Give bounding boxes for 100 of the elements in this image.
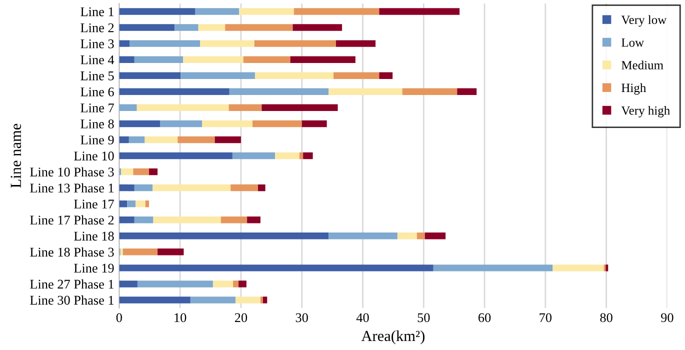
bar [178, 136, 215, 144]
bar [119, 8, 196, 15]
x-tick-label: 60 [478, 313, 491, 322]
bar [134, 56, 184, 63]
bar [239, 8, 294, 15]
bar [275, 152, 300, 160]
bar [233, 280, 239, 288]
y-tick-label: Line 2 [80, 23, 114, 32]
y-tick-label: Line 18 Phase 3 [30, 247, 114, 257]
bar [119, 152, 232, 160]
legend-label: Medium [622, 60, 664, 70]
y-tick-label: Line 10 Phase 3 [30, 167, 114, 176]
bar [134, 184, 153, 192]
bar [235, 296, 260, 304]
bar [212, 280, 234, 288]
bar [144, 136, 178, 144]
y-tick-label: Line 5 [80, 71, 114, 80]
bar [158, 248, 184, 256]
bar [336, 40, 376, 47]
bar [119, 232, 329, 240]
bar [262, 104, 338, 112]
bar [254, 72, 334, 79]
y-tick-label: Line 7 [80, 104, 114, 112]
bar [262, 296, 268, 304]
bar [379, 8, 460, 15]
bar [290, 56, 356, 63]
bar [198, 24, 226, 31]
bar [120, 248, 123, 256]
bar [202, 120, 253, 128]
bar [119, 104, 137, 112]
bar [119, 120, 160, 128]
y-tick-label: Line 10 [74, 152, 114, 160]
bar [229, 88, 329, 96]
y-tick-label: Line 18 [74, 232, 114, 241]
x-tick-label: 20 [234, 313, 248, 322]
bar [160, 120, 202, 128]
y-tick-label: Line 30 Phase 1 [30, 295, 114, 305]
legend-label: High [622, 83, 646, 95]
bar [136, 104, 229, 112]
bar [606, 264, 608, 272]
y-tick-label: Line 19 [74, 264, 114, 273]
bar [119, 184, 134, 192]
bar [457, 88, 477, 96]
bar [119, 24, 175, 31]
bar [119, 56, 134, 63]
bar [416, 232, 425, 240]
y-tick-label: Line 17 Phase 2 [30, 215, 114, 225]
bar [136, 200, 146, 208]
bar [225, 24, 293, 31]
y-tick-label: Line 9 [80, 136, 114, 144]
x-tick-label: 70 [540, 313, 552, 322]
y-axis-title: Line name [10, 124, 22, 188]
bar [152, 184, 231, 192]
x-tick-label: 0 [116, 313, 122, 322]
y-tick-label: Line 1 [80, 7, 114, 16]
bar [302, 120, 327, 128]
bar [119, 40, 130, 47]
bar [252, 120, 302, 128]
bar [214, 136, 241, 144]
bar [128, 136, 145, 144]
bar [334, 72, 380, 79]
bar [292, 24, 342, 31]
bar [130, 40, 200, 47]
bar [127, 200, 136, 208]
y-tick-label: Line 27 Phase 1 [30, 279, 114, 289]
bar [119, 216, 134, 224]
y-tick-label: Line 3 [80, 39, 114, 48]
bar [149, 168, 158, 176]
x-tick-label: 80 [600, 313, 612, 322]
bar [119, 296, 190, 304]
bar [232, 152, 276, 160]
y-tick-label: Line 17 [74, 200, 114, 209]
bar [190, 296, 236, 304]
bar [258, 184, 266, 192]
x-tick-label: 50 [418, 313, 430, 322]
legend-label: Low [622, 38, 644, 47]
bar [238, 280, 246, 288]
x-tick-label: 90 [661, 313, 674, 322]
bar [328, 232, 398, 240]
bar [424, 232, 446, 240]
bar [195, 8, 240, 15]
legend-label: Very low [621, 15, 667, 27]
bar [145, 200, 150, 208]
bar [230, 184, 258, 192]
bar [220, 216, 248, 224]
bar [294, 8, 380, 15]
bar [119, 88, 230, 96]
bar [180, 72, 255, 79]
bar [119, 280, 138, 288]
bar [552, 264, 604, 272]
y-tick-label: Line 8 [80, 120, 114, 128]
bar [228, 104, 262, 112]
bar [137, 280, 213, 288]
bar [243, 56, 290, 63]
bar [119, 264, 434, 272]
bar [200, 40, 254, 47]
bar [153, 216, 221, 224]
bar [122, 248, 158, 256]
bar [119, 200, 128, 208]
bar [133, 168, 150, 176]
